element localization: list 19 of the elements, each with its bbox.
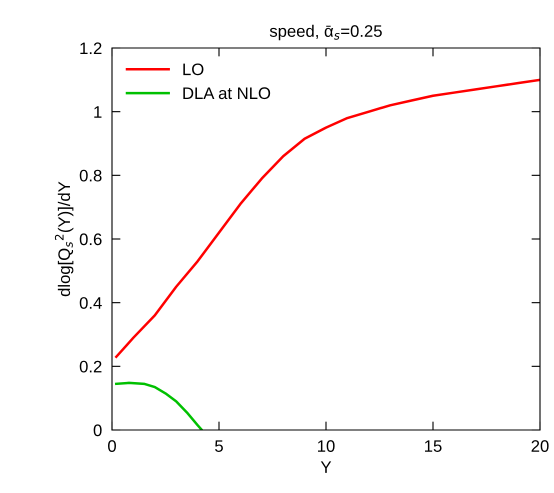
- x-axis-title: Y: [320, 461, 332, 473]
- x-tick-label: 15: [425, 440, 442, 452]
- line-series: [115, 382, 204, 430]
- y-tick-label: 1.2: [80, 42, 102, 54]
- y-tick-label: 0.8: [80, 170, 102, 182]
- x-tick-label: 0: [108, 440, 116, 452]
- y-tick-label: 0.6: [80, 233, 102, 246]
- y-tick-label: 0.2: [80, 360, 102, 373]
- y-tick-label: 0: [94, 424, 102, 436]
- x-tick-label: 5: [215, 440, 223, 452]
- x-tick-label: 20: [532, 440, 549, 452]
- y-axis-title: dlog[Q$_{s}$$^{2}$(Y)]/dY: [54, 182, 74, 296]
- legend-label: DLA at NLO: [183, 87, 270, 100]
- x-tick-label: 10: [318, 440, 335, 452]
- y-tick-label: 0.4: [80, 297, 102, 309]
- line-series: [115, 78, 540, 358]
- chart-title: speed, ᾱ$_{s}$=0.25: [270, 24, 382, 40]
- y-tick-label: 1: [94, 106, 102, 118]
- legend-label: LO: [183, 63, 204, 76]
